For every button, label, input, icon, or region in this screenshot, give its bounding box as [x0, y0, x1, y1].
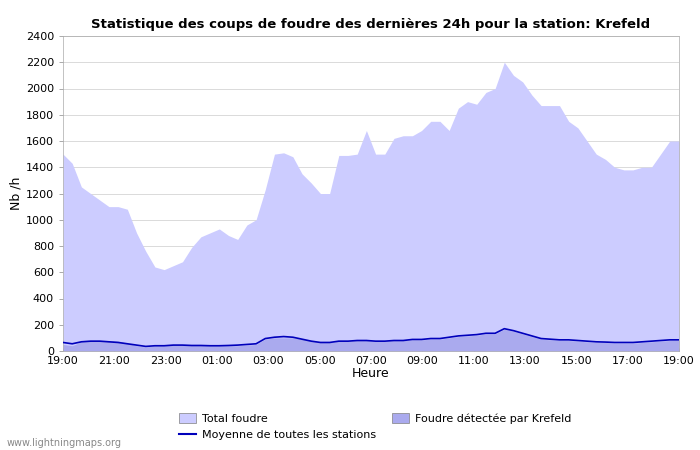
X-axis label: Heure: Heure [352, 367, 390, 380]
Y-axis label: Nb /h: Nb /h [10, 177, 23, 210]
Legend: Total foudre, Moyenne de toutes les stations, Foudre détectée par Krefeld: Total foudre, Moyenne de toutes les stat… [179, 413, 571, 440]
Text: www.lightningmaps.org: www.lightningmaps.org [7, 438, 122, 448]
Title: Statistique des coups de foudre des dernières 24h pour la station: Krefeld: Statistique des coups de foudre des dern… [92, 18, 650, 31]
